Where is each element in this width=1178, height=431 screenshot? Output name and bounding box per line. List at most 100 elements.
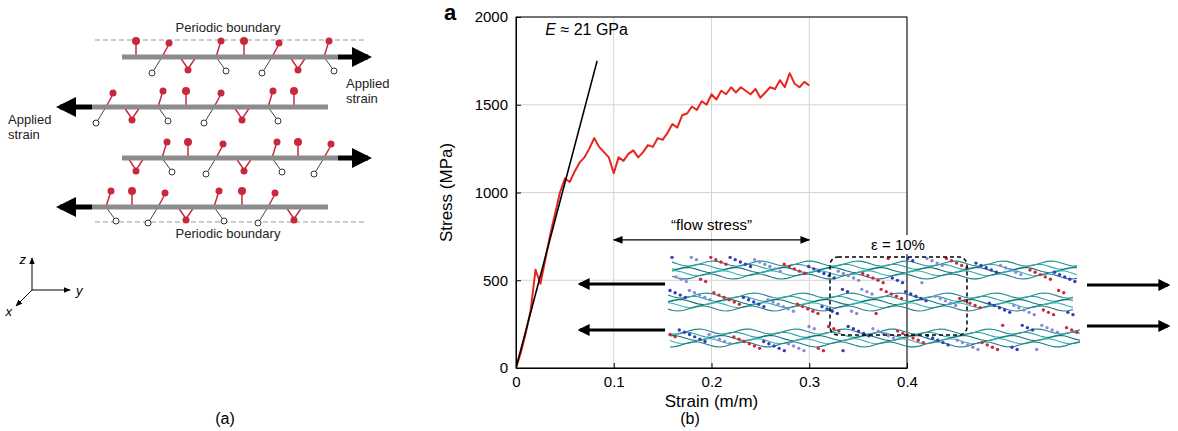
atom (704, 280, 707, 283)
y-tick: 500 (483, 272, 521, 289)
atom (1073, 280, 1076, 283)
y-tick-mark (516, 368, 521, 369)
atom (744, 263, 747, 266)
atom (895, 295, 898, 298)
atom (936, 339, 939, 342)
boundary-label: Periodic boundary (176, 226, 281, 241)
atom (816, 312, 819, 315)
fibril-strand (668, 303, 1073, 308)
atom (767, 342, 770, 345)
side-chain-atom-open (331, 68, 337, 74)
atom (949, 301, 952, 304)
panel-letter: a (444, 0, 457, 25)
side-chain-atom (164, 139, 171, 146)
atom (690, 256, 693, 259)
atom (742, 340, 745, 343)
atom (1045, 326, 1048, 329)
atom (703, 340, 706, 343)
atom (728, 298, 731, 301)
atom (684, 296, 687, 299)
side-chain-atom (270, 88, 277, 95)
atom (728, 256, 731, 259)
atom (674, 275, 677, 278)
atom (1062, 291, 1065, 294)
text-part: ≈ 21 GPa (556, 21, 628, 38)
atom (917, 339, 920, 342)
side-chain-atom-open (223, 68, 229, 74)
atom (1042, 308, 1045, 311)
atom (1050, 328, 1053, 331)
atom (679, 278, 682, 281)
pull-arrow (580, 329, 665, 332)
side-chain-atom-open (255, 220, 261, 226)
atom (738, 303, 741, 306)
atom (693, 335, 696, 338)
atom (817, 269, 820, 272)
atom (996, 348, 999, 351)
atom (914, 295, 917, 298)
atom (1071, 313, 1074, 316)
atom (693, 291, 696, 294)
atom (1026, 326, 1029, 329)
atom (1003, 308, 1006, 311)
atom (802, 349, 805, 352)
atom (797, 347, 800, 350)
atom (678, 328, 681, 331)
atom (936, 261, 939, 264)
triad-axis (32, 258, 33, 290)
pull-arrow (1087, 284, 1168, 287)
panel-label: (b) (680, 410, 700, 427)
atom (837, 329, 840, 332)
figure: Periodic boundaryPeriodic boundaryApplie… (0, 0, 1178, 431)
atom (939, 297, 942, 300)
flow-stress-label: “flow stress” (671, 216, 752, 233)
atom (734, 258, 737, 261)
atom (673, 335, 676, 338)
side-chain-atom (240, 37, 248, 45)
atom (892, 336, 895, 339)
atom (807, 265, 810, 268)
atom (709, 256, 712, 259)
backbone-chain (122, 55, 338, 60)
atom (831, 310, 834, 313)
triad-axis (32, 290, 70, 291)
side-chain-atom-open (165, 118, 171, 124)
atom (1058, 273, 1061, 276)
atom (911, 336, 914, 339)
atom (723, 340, 726, 343)
atom (820, 305, 823, 308)
y-tick-mark (516, 105, 521, 106)
atom (857, 279, 860, 282)
side-chain-atom-open (113, 218, 119, 224)
atom (698, 337, 701, 340)
y-tick-label: 2000 (475, 8, 508, 25)
atom (865, 290, 868, 293)
atom (787, 342, 790, 345)
atom (825, 307, 828, 310)
atom (668, 289, 671, 292)
triad-label: z (19, 252, 27, 267)
atom (920, 281, 923, 284)
side-chain-atom (216, 188, 223, 195)
atom (988, 301, 991, 304)
side-chain-atom-open (221, 218, 227, 224)
periodic-boundary-line (95, 222, 365, 223)
atom (919, 297, 922, 300)
atom (1022, 308, 1025, 311)
atom (852, 276, 855, 279)
atom (855, 312, 858, 315)
atom (958, 297, 961, 300)
panel-label: (a) (215, 410, 235, 427)
x-axis: 00.10.20.30.4 (512, 363, 918, 390)
atom (783, 349, 786, 352)
atom (1001, 324, 1004, 327)
atom (698, 293, 701, 296)
atom (904, 290, 907, 293)
atom (1012, 304, 1015, 307)
atom (973, 304, 976, 307)
atom (971, 346, 974, 349)
atom (991, 346, 994, 349)
atom (850, 310, 853, 313)
strain-region-box (830, 257, 967, 335)
backbone-chain (92, 205, 328, 210)
